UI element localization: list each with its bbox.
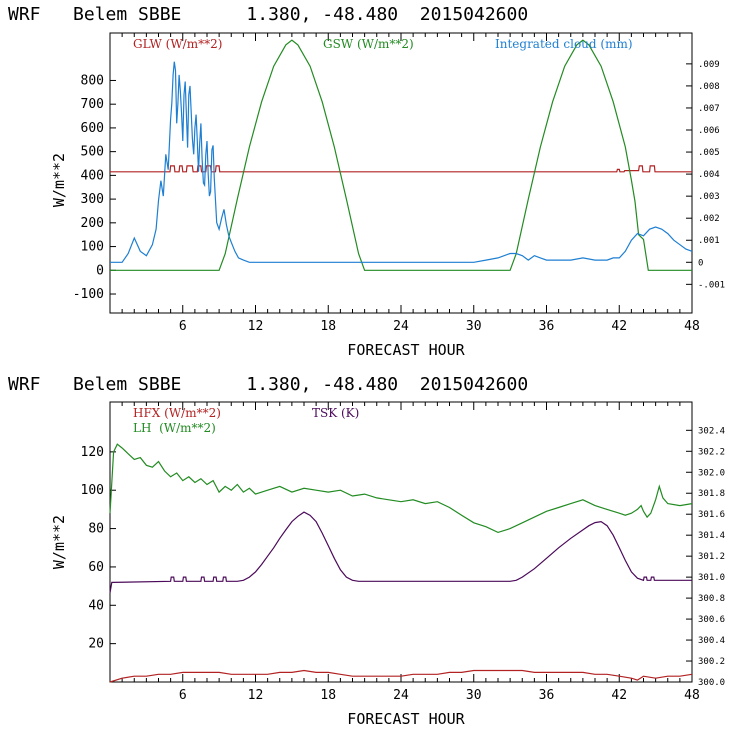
y2-tick-label: 302.0 [698,468,725,478]
y2-tick-label: .007 [698,104,720,114]
x-tick-label: 12 [248,319,264,334]
chart-title: WRF Belem SBBE 1.380, -48.480 2015042600 [8,4,528,25]
x-tick-label: 30 [466,688,482,703]
right-axis-ticks: -.001 0 .001 .002 .003 .004 .005 .006 .007 .008 .0… [686,60,725,290]
legend-hfx: HFX (W/m**2) [133,406,221,420]
series-lines [109,443,693,683]
x-tick-label: 36 [539,319,555,334]
x-axis-label: FORECAST HOUR [347,710,465,728]
y2-tick-label: -.001 [698,280,725,290]
legend-gsw: GSW (W/m**2) [323,37,414,51]
y-tick-label: 200 [81,216,104,231]
left-axis-ticks: 20 40 60 80 100 120 [81,445,116,652]
y-tick-label: 60 [88,560,104,575]
y2-tick-label: 300.2 [698,657,725,667]
series-tsk-k [109,511,692,594]
y-tick-label: 500 [81,145,104,160]
y2-tick-label: 300.8 [698,594,725,604]
x-tick-label: 48 [684,319,700,334]
panel-fluxes: WRF Belem SBBE 1.380, -48.480 2015042600… [8,374,725,728]
x-tick-label: 18 [320,688,336,703]
y-axis-label: W/m**2 [50,515,68,569]
y-tick-label: 600 [81,121,104,136]
y2-tick-label: 302.4 [698,426,725,436]
y2-tick-label: 0 [698,258,703,268]
y2-tick-label: 301.8 [698,489,725,499]
y2-tick-label: .009 [698,60,720,70]
y2-tick-label: .006 [698,126,720,136]
y2-tick-label: 300.6 [698,615,725,625]
y2-tick-label: .004 [698,170,720,180]
y2-tick-label: 301.0 [698,573,725,583]
y-tick-label: 800 [81,73,104,88]
y2-tick-label: .005 [698,148,720,158]
x-tick-label: 36 [539,688,555,703]
x-tick-label: 42 [611,688,627,703]
y2-tick-label: .008 [698,82,720,92]
y-tick-label: 40 [88,598,104,613]
y-tick-label: 400 [81,168,104,183]
y2-tick-label: .002 [698,214,720,224]
x-tick-label: 42 [611,319,627,334]
x-tick-label: 48 [684,688,700,703]
x-tick-label: 6 [179,688,187,703]
series-lh-w-m-2 [109,443,693,534]
y2-tick-label: 302.2 [698,447,725,457]
y-axis-label: W/m**2 [50,153,68,207]
y-tick-label: 0 [96,263,104,278]
plot-frame [109,401,693,683]
series-gsw-w-m-2 [110,39,692,271]
y2-tick-label: .001 [698,236,720,246]
y-tick-label: 100 [81,240,104,255]
series-lines [110,39,693,271]
y2-tick-label: .003 [698,192,720,202]
left-axis-ticks: -100 0 100 200 300 400 500 600 700 800 [73,73,116,302]
right-axis-ticks: 300.0 300.2 300.4 300.6 300.8 301.0 301.2 301.4… [686,426,725,688]
series-glw-w-m-2 [110,165,692,173]
x-tick-label: 18 [320,319,336,334]
x-tick-label: 30 [466,319,482,334]
panel-radiation: WRF Belem SBBE 1.380, -48.480 2015042600… [8,4,725,359]
y-tick-label: -100 [73,287,104,302]
y2-tick-label: 301.2 [698,552,725,562]
series-integrated-cloud-mm [110,61,693,263]
x-axis-ticks: 6 12 18 24 30 36 42 48 [121,33,700,334]
y-tick-label: 20 [88,637,104,652]
legend-lh: LH (W/m**2) [133,421,216,435]
y2-tick-label: 300.4 [698,636,725,646]
y-tick-label: 300 [81,192,104,207]
y2-tick-label: 301.4 [698,531,725,541]
x-axis-ticks: 6 12 18 24 30 36 42 48 [121,402,700,703]
y-tick-label: 80 [88,522,104,537]
chart-title: WRF Belem SBBE 1.380, -48.480 2015042600 [8,374,528,395]
y-tick-label: 120 [81,445,104,460]
x-tick-label: 12 [248,688,264,703]
x-tick-label: 24 [393,319,409,334]
x-tick-label: 24 [393,688,409,703]
y2-tick-label: 300.0 [698,678,725,688]
y-tick-label: 100 [81,483,104,498]
series-hfx-w-m-2 [109,669,693,683]
legend-tsk: TSK (K) [312,406,359,420]
legend-cloud: Integrated cloud (mm) [495,37,633,51]
y2-tick-label: 301.6 [698,510,725,520]
x-tick-label: 6 [179,319,187,334]
y-tick-label: 700 [81,97,104,112]
legend-glw: GLW (W/m**2) [133,37,222,51]
x-axis-label: FORECAST HOUR [347,341,465,359]
